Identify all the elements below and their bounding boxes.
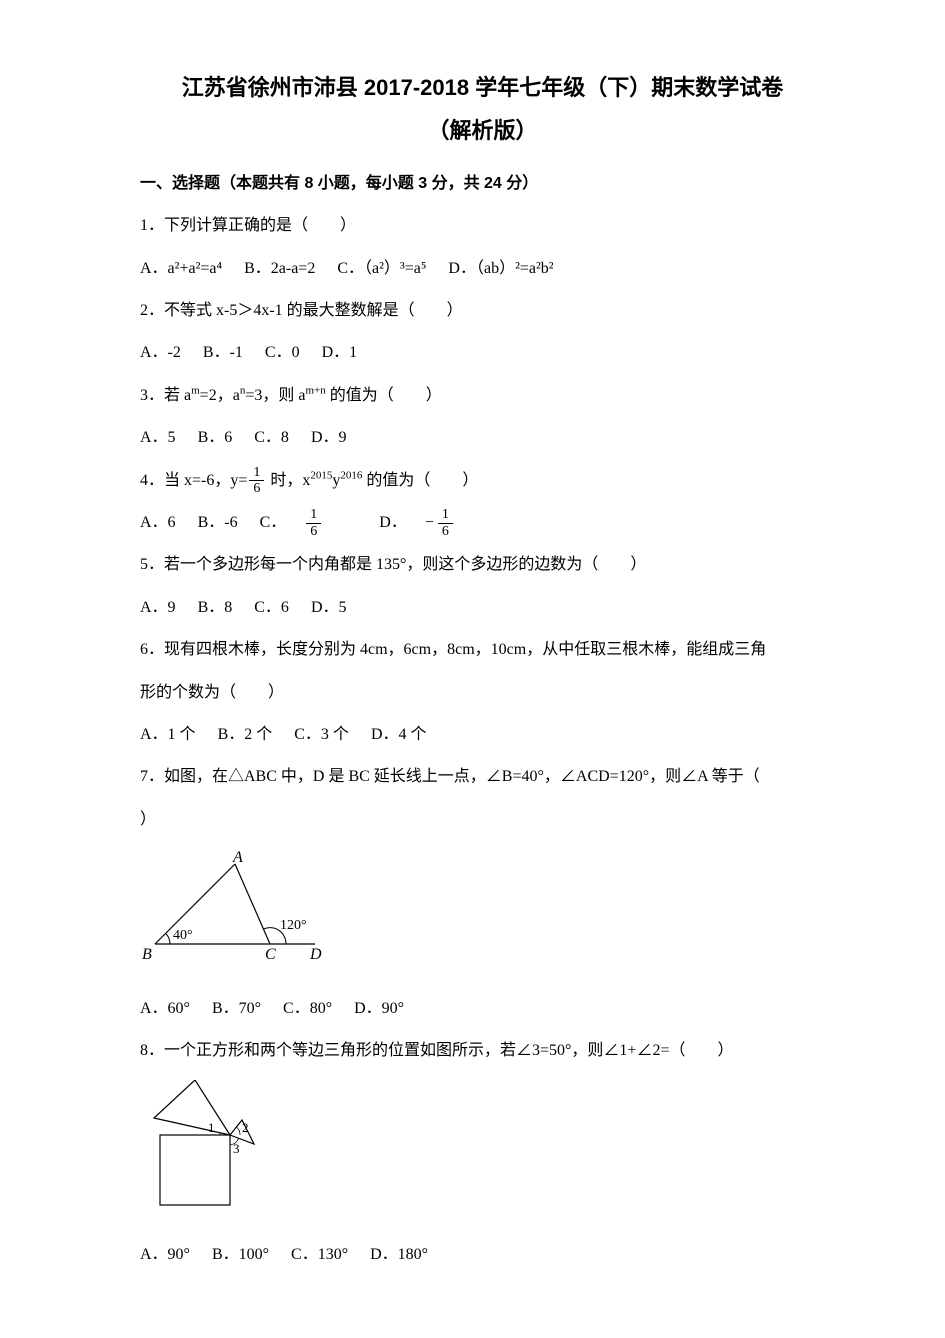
q1-optC: C．（a²）³=a⁵	[337, 260, 426, 277]
section-header: 一、选择题（本题共有 8 小题，每小题 3 分，共 24 分）	[140, 169, 825, 193]
q3-optC: C．8	[254, 429, 289, 446]
triangle-diagram: A B C D 40° 120°	[140, 849, 335, 964]
question-2: 2．不等式 x-5＞4x-1 的最大整数解是（ ） A．-2 B．-1 C．0 …	[140, 292, 825, 373]
q2-optB: B．-1	[203, 344, 243, 361]
q7-stem-line1: 7．如图，在△ABC 中，D 是 BC 延长线上一点，∠B=40°，∠ACD=1…	[140, 758, 825, 796]
svg-text:D: D	[309, 946, 322, 963]
svg-text:C: C	[265, 946, 276, 963]
svg-text:B: B	[142, 946, 152, 963]
q8-optA: A．90°	[140, 1246, 190, 1263]
q4-optB: B．-6	[198, 514, 238, 531]
q3-options: A．5 B．6 C．8 D．9	[140, 419, 825, 457]
svg-text:120°: 120°	[280, 918, 307, 933]
svg-text:2: 2	[242, 1120, 249, 1135]
q1-options: A．a²+a²=a⁴ B．2a-a=2 C．（a²）³=a⁵ D．（ab）²=a…	[140, 250, 825, 288]
q7-figure: A B C D 40° 120°	[140, 849, 825, 979]
q6-stem-line2: 形的个数为（ ）	[140, 674, 825, 712]
q7-optB: B．70°	[212, 1000, 261, 1017]
fraction-icon: 16	[438, 507, 471, 539]
page-subtitle: （解析版）	[140, 113, 825, 145]
question-6: 6．现有四根木棒，长度分别为 4cm，6cm，8cm，10cm，从中任取三根木棒…	[140, 631, 825, 754]
q4-optD: D．−16	[379, 514, 507, 531]
q2-options: A．-2 B．-1 C．0 D．1	[140, 334, 825, 372]
q1-optD: D．（ab）²=a²b²	[448, 260, 553, 277]
q2-optD: D．1	[322, 344, 358, 361]
q4-options: A．6 B．-6 C．16 D．−16	[140, 504, 825, 543]
svg-text:3: 3	[233, 1141, 240, 1156]
q4-optA: A．6	[140, 514, 176, 531]
page-title: 江苏省徐州市沛县 2017-2018 学年七年级（下）期末数学试卷	[140, 70, 825, 105]
q3-stem: 3．若 am=2，an=3，则 am+n 的值为（ ）	[140, 377, 825, 415]
question-1: 1．下列计算正确的是（ ） A．a²+a²=a⁴ B．2a-a=2 C．（a²）…	[140, 207, 825, 288]
q4-stem: 4．当 x=-6，y=16 时，x2015y2016 的值为（ ）	[140, 462, 825, 500]
svg-text:A: A	[232, 849, 243, 866]
fraction-icon: 16	[306, 507, 339, 539]
question-5: 5．若一个多边形每一个内角都是 135°，则这个多边形的边数为（ ） A．9 B…	[140, 546, 825, 627]
fraction-icon: 16	[249, 465, 264, 497]
q8-optD: D．180°	[370, 1246, 428, 1263]
q6-stem-line1: 6．现有四根木棒，长度分别为 4cm，6cm，8cm，10cm，从中任取三根木棒…	[140, 631, 825, 669]
q2-optC: C．0	[265, 344, 300, 361]
q3-optD: D．9	[311, 429, 347, 446]
q6-optB: B．2 个	[218, 726, 273, 743]
q3-optB: B．6	[198, 429, 233, 446]
exam-page: 江苏省徐州市沛县 2017-2018 学年七年级（下）期末数学试卷 （解析版） …	[0, 0, 945, 1338]
q5-optB: B．8	[198, 599, 233, 616]
q4-optC: C．16	[260, 514, 362, 531]
q8-optB: B．100°	[212, 1246, 269, 1263]
svg-text:1: 1	[208, 1120, 215, 1135]
q7-optC: C．80°	[283, 1000, 332, 1017]
q8-options: A．90° B．100° C．130° D．180°	[140, 1236, 825, 1274]
q8-optC: C．130°	[291, 1246, 348, 1263]
q5-optC: C．6	[254, 599, 289, 616]
q1-optA: A．a²+a²=a⁴	[140, 260, 222, 277]
q1-optB: B．2a-a=2	[244, 260, 315, 277]
q2-stem: 2．不等式 x-5＞4x-1 的最大整数解是（ ）	[140, 292, 825, 330]
q5-options: A．9 B．8 C．6 D．5	[140, 589, 825, 627]
q7-options: A．60° B．70° C．80° D．90°	[140, 990, 825, 1028]
q3-optA: A．5	[140, 429, 176, 446]
q6-options: A．1 个 B．2 个 C．3 个 D．4 个	[140, 716, 825, 754]
question-4: 4．当 x=-6，y=16 时，x2015y2016 的值为（ ） A．6 B．…	[140, 462, 825, 543]
q7-optA: A．60°	[140, 1000, 190, 1017]
q8-figure: 1 2 3	[140, 1080, 825, 1225]
question-7: 7．如图，在△ABC 中，D 是 BC 延长线上一点，∠B=40°，∠ACD=1…	[140, 758, 825, 1028]
q8-stem: 8．一个正方形和两个等边三角形的位置如图所示，若∠3=50°，则∠1+∠2=（ …	[140, 1032, 825, 1070]
q6-optC: C．3 个	[294, 726, 349, 743]
q5-optA: A．9	[140, 599, 176, 616]
question-8: 8．一个正方形和两个等边三角形的位置如图所示，若∠3=50°，则∠1+∠2=（ …	[140, 1032, 825, 1274]
q7-optD: D．90°	[354, 1000, 404, 1017]
square-triangles-diagram: 1 2 3	[140, 1080, 290, 1210]
q5-stem: 5．若一个多边形每一个内角都是 135°，则这个多边形的边数为（ ）	[140, 546, 825, 584]
q6-optA: A．1 个	[140, 726, 196, 743]
q6-optD: D．4 个	[371, 726, 427, 743]
q5-optD: D．5	[311, 599, 347, 616]
question-3: 3．若 am=2，an=3，则 am+n 的值为（ ） A．5 B．6 C．8 …	[140, 377, 825, 458]
q2-optA: A．-2	[140, 344, 181, 361]
q1-stem: 1．下列计算正确的是（ ）	[140, 207, 825, 245]
q7-stem-line2: ）	[140, 801, 825, 839]
svg-text:40°: 40°	[173, 928, 193, 943]
